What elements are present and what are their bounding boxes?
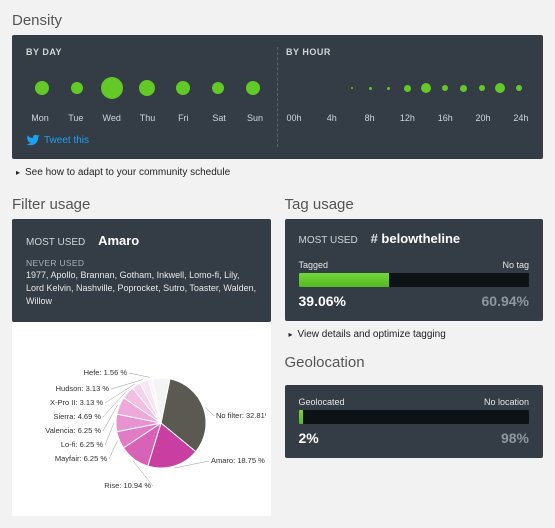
hour-bubble xyxy=(351,87,353,89)
tag-bar xyxy=(299,273,530,287)
hour-bubble xyxy=(516,85,522,91)
day-label: Tue xyxy=(62,113,90,123)
by-hour-header: BY HOUR xyxy=(286,47,529,57)
tag-title: Tag usage xyxy=(285,196,544,213)
tweet-this-link[interactable]: Tweet this xyxy=(26,133,269,147)
by-day-header: BY DAY xyxy=(26,47,269,57)
day-bubble xyxy=(71,82,83,94)
tag-details-link[interactable]: View details and optimize tagging xyxy=(285,329,544,340)
filter-most-used-value: Amaro xyxy=(98,233,139,248)
hour-bubble xyxy=(369,87,372,90)
pie-label: No filter: 32.81% xyxy=(216,411,266,420)
pie-label: Sierra: 4.69 % xyxy=(54,412,102,421)
pie-label: X-Pro II: 3.13 % xyxy=(50,398,103,407)
day-bubble xyxy=(101,77,123,99)
hour-bubble xyxy=(479,85,485,91)
hour-bubble xyxy=(460,85,467,92)
density-title: Density xyxy=(12,12,543,29)
pie-label: Valencia: 6.25 % xyxy=(46,426,102,435)
day-label: Sun xyxy=(241,113,269,123)
hour-label: 00h xyxy=(286,113,302,123)
hour-label xyxy=(343,113,359,123)
filter-title: Filter usage xyxy=(12,196,271,213)
filter-pie-chart: No filter: 32.81% Amaro: 18.75 % Rise: 10.… xyxy=(16,336,266,506)
filter-most-used-label: MOST USED xyxy=(26,237,85,248)
pie-label: Mayfair: 6.25 % xyxy=(55,454,107,463)
day-bubble xyxy=(139,80,155,96)
tag-most-used-value: belowtheline xyxy=(381,231,460,246)
pie-label: Hudson: 3.13 % xyxy=(56,384,110,393)
hour-bubble xyxy=(404,85,411,92)
day-label: Fri xyxy=(169,113,197,123)
geo-title: Geolocation xyxy=(285,354,544,371)
pie-label: Amaro: 18.75 % xyxy=(211,456,265,465)
geo-bar xyxy=(299,410,530,424)
hour-label xyxy=(305,113,321,123)
hour-label xyxy=(381,113,397,123)
day-label: Mon xyxy=(26,113,54,123)
tag-bar-right-pct: 60.94% xyxy=(482,293,529,309)
tag-bar-left-pct: 39.06% xyxy=(299,293,346,309)
density-panel: BY DAY MonTueWedThuFriSatSun Tweet this … xyxy=(12,35,543,159)
tag-most-used-label: MOST USED xyxy=(299,235,358,246)
filter-panel: MOST USED Amaro NEVER USED 1977, Apollo,… xyxy=(12,219,271,322)
hashtag-icon: # xyxy=(371,231,378,246)
hour-label xyxy=(494,113,510,123)
hour-label: 16h xyxy=(437,113,453,123)
tag-bar-left-label: Tagged xyxy=(299,260,329,270)
geo-bar-left-pct: 2% xyxy=(299,430,319,446)
day-label: Thu xyxy=(133,113,161,123)
day-bubble xyxy=(35,81,49,95)
day-bubble xyxy=(212,82,224,94)
hour-bubble xyxy=(442,85,448,91)
density-by-hour: BY HOUR 00h 4h 8h 12h 16h 20h 24h xyxy=(286,47,529,147)
tag-panel: MOST USED # belowtheline Tagged No tag xyxy=(285,219,544,321)
geo-panel: Geolocated No location 2% 98% xyxy=(285,385,544,458)
hour-label: 24h xyxy=(513,113,529,123)
hour-label xyxy=(456,113,472,123)
density-by-day: BY DAY Mon Tue Wed Thu Fri Sat Sun Tweet this xyxy=(26,47,269,147)
twitter-icon xyxy=(26,133,40,147)
tag-bar-right-label: No tag xyxy=(502,260,529,270)
hour-label: 8h xyxy=(362,113,378,123)
day-label: Wed xyxy=(98,113,126,123)
day-bubble xyxy=(176,81,190,95)
geo-bar-left-label: Geolocated xyxy=(299,397,345,407)
pie-label: Lo-fi: 6.25 % xyxy=(61,440,103,449)
hour-label xyxy=(418,113,434,123)
geo-bar-right-pct: 98% xyxy=(501,430,529,446)
tweet-this-label: Tweet this xyxy=(44,135,89,146)
hour-bubble xyxy=(495,83,505,93)
hour-label: 20h xyxy=(475,113,491,123)
hour-bubble xyxy=(387,87,390,90)
hour-bubble xyxy=(421,83,431,93)
tag-bar-fill xyxy=(299,273,389,287)
density-divider xyxy=(277,47,278,147)
filter-pie-container: No filter: 32.81% Amaro: 18.75 % Rise: 10.… xyxy=(12,322,271,516)
geo-bar-fill xyxy=(299,410,304,424)
filter-never-label: NEVER USED xyxy=(26,258,257,268)
filter-never-list: 1977, Apollo, Brannan, Gotham, Inkwell, … xyxy=(26,269,257,308)
day-label: Sat xyxy=(205,113,233,123)
pie-label: Hefe: 1.56 % xyxy=(84,368,128,377)
hour-label: 4h xyxy=(324,113,340,123)
pie-label: Rise: 10.94 % xyxy=(105,481,152,490)
geo-bar-right-label: No location xyxy=(484,397,529,407)
hour-label: 12h xyxy=(399,113,415,123)
day-bubble xyxy=(246,81,260,95)
density-adapt-link[interactable]: See how to adapt to your community sched… xyxy=(12,167,543,178)
